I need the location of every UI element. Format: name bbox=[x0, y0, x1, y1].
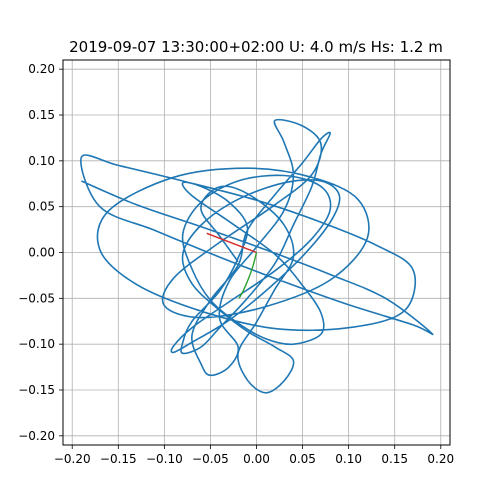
x-tick-label: −0.05 bbox=[192, 452, 229, 466]
trajectory-line bbox=[80, 118, 434, 394]
x-tick-label: 0.05 bbox=[289, 452, 316, 466]
y-tick-label: 0.15 bbox=[28, 108, 55, 122]
y-tick-label: 0.00 bbox=[28, 246, 55, 260]
y-tick-label: −0.05 bbox=[18, 291, 55, 305]
x-tick-label: 0.00 bbox=[243, 452, 270, 466]
x-tick-label: −0.20 bbox=[54, 452, 91, 466]
chart-title: 2019-09-07 13:30:00+02:00 U: 4.0 m/s Hs:… bbox=[69, 38, 443, 56]
ticks: −0.20 −0.15 −0.10 −0.05 0.00 0.05 0.10 0.15 0.20… bbox=[18, 62, 454, 466]
y-tick-label: −0.10 bbox=[18, 337, 55, 351]
y-tick-label: −0.15 bbox=[18, 383, 55, 397]
y-tick-label: 0.05 bbox=[28, 200, 55, 214]
red-vector-line bbox=[206, 232, 257, 254]
plot-area bbox=[80, 118, 434, 394]
x-tick-label: 0.10 bbox=[335, 452, 362, 466]
y-tick-label: 0.20 bbox=[28, 62, 55, 76]
green-vector-line bbox=[238, 252, 258, 299]
x-tick-label: 0.20 bbox=[427, 452, 454, 466]
x-tick-label: −0.10 bbox=[146, 452, 183, 466]
x-tick-label: 0.15 bbox=[381, 452, 408, 466]
y-tick-label: −0.20 bbox=[18, 429, 55, 443]
x-tick-label: −0.15 bbox=[100, 452, 137, 466]
y-tick-label: 0.10 bbox=[28, 154, 55, 168]
